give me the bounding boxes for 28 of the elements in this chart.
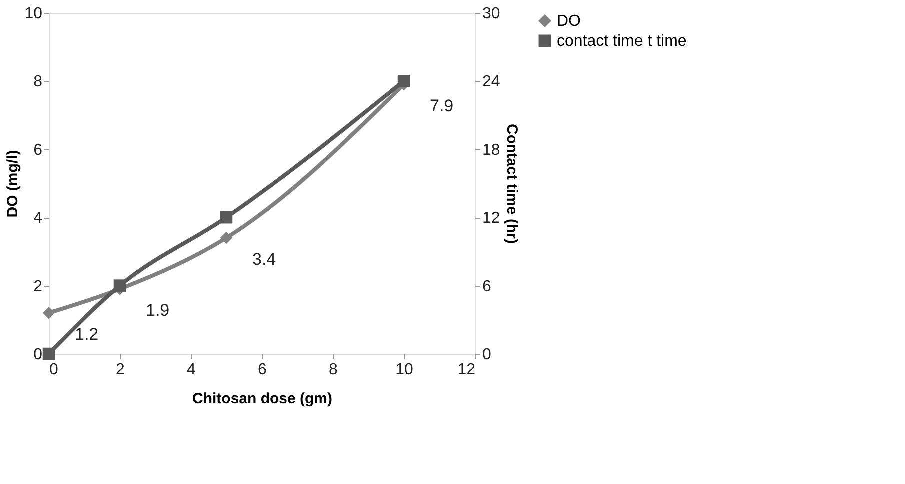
- y2-axis-title: Contact time (hr): [503, 124, 520, 244]
- y-tick-label: 6: [34, 142, 43, 159]
- y-tick-label: 8: [34, 74, 43, 91]
- y-tick-label: 0: [34, 346, 43, 364]
- y-tick-label: 2: [34, 278, 43, 296]
- y2-tick-label: 24: [482, 74, 500, 91]
- y2-tick-label: 18: [482, 142, 500, 159]
- y-axis-title: DO (mg/l): [4, 150, 22, 218]
- x-tick-label: 0: [50, 362, 58, 378]
- legend-label: DO: [557, 13, 581, 30]
- y-tick-label: 4: [34, 210, 43, 228]
- x-tick-label: 10: [396, 362, 414, 378]
- data-label: 1.9: [146, 301, 170, 320]
- y2-tick-label: 6: [482, 278, 492, 296]
- y2-tick-label: 0: [482, 346, 492, 364]
- x-tick-label: 4: [187, 362, 196, 378]
- x-tick-label: 8: [329, 362, 338, 378]
- y-tick-label: 10: [24, 6, 43, 22]
- data-label: 1.2: [75, 325, 99, 344]
- x-tick-label: 12: [458, 362, 476, 378]
- x-tick-label: 2: [116, 362, 126, 378]
- data-label: 3.4: [252, 250, 276, 270]
- y2-tick-label: 30: [482, 6, 500, 22]
- x-tick-label: 6: [258, 362, 268, 378]
- y2-tick-label: 12: [482, 210, 500, 228]
- legend-label: contact time t time: [557, 33, 687, 50]
- x-axis-title: Chitosan dose (gm): [192, 390, 333, 408]
- data-label: 7.9: [430, 96, 454, 116]
